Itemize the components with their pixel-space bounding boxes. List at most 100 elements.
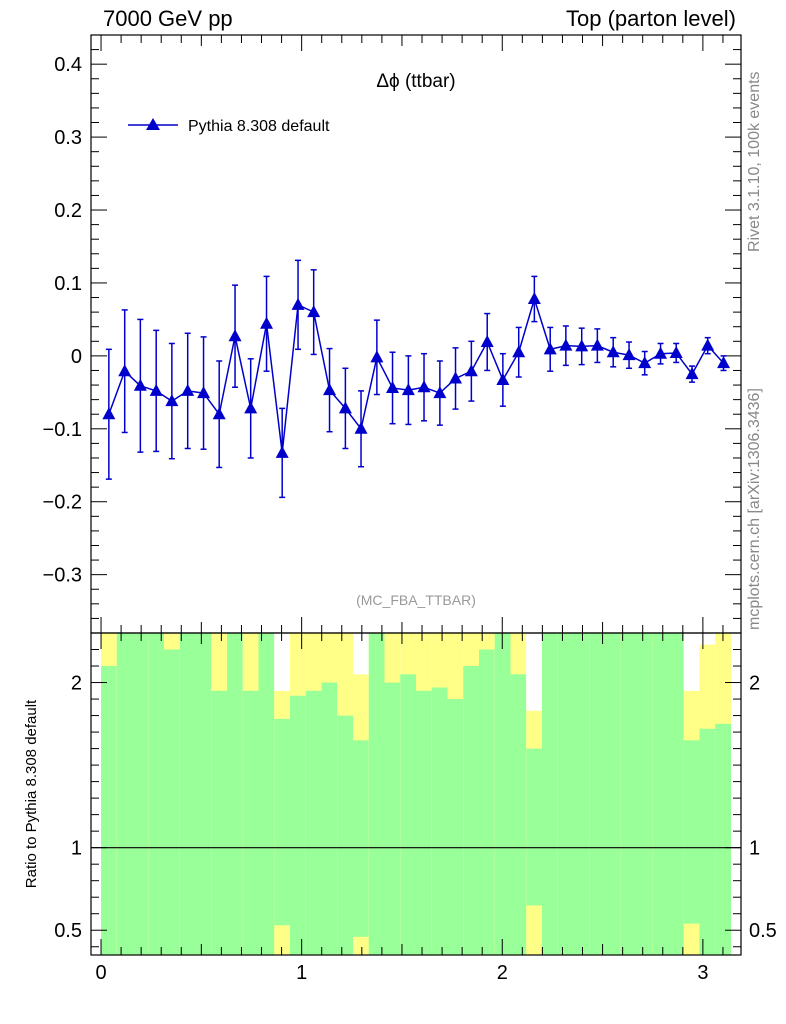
data-point: [590, 338, 604, 351]
ratio-inner-band: [274, 718, 291, 955]
ratio-inner-band: [573, 633, 590, 955]
ratio-gap: [683, 633, 700, 691]
ratio-y-label: Ratio to Pythia 8.308 default: [23, 699, 40, 888]
data-point: [386, 380, 400, 393]
data-point: [149, 383, 163, 396]
ratio-inner-band: [321, 682, 338, 955]
data-point: [165, 394, 179, 407]
data-point: [606, 345, 620, 358]
ratio-inner-band: [179, 633, 196, 955]
ratio-inner-band: [652, 633, 668, 955]
ratio-inner-band: [636, 633, 653, 955]
data-point: [464, 364, 478, 377]
data-point: [181, 383, 195, 396]
ratio-inner-band: [132, 633, 149, 955]
ratio-inner-band: [447, 699, 464, 955]
legend-marker: [146, 118, 160, 130]
data-point: [244, 401, 258, 414]
ratio-inner-band: [494, 633, 511, 955]
x-tick-label: 1: [296, 962, 307, 984]
data-point: [480, 335, 494, 348]
y-tick-label: 0.2: [54, 200, 82, 222]
data-point: [622, 348, 636, 361]
ratio-y-tick-label: 2: [71, 673, 82, 695]
ratio-inner-band: [526, 748, 542, 955]
ratio-gap: [353, 633, 369, 675]
data-point: [102, 407, 116, 420]
data-point: [417, 380, 431, 393]
y-tick-label: 0: [71, 346, 82, 368]
ratio-inner-band: [290, 695, 306, 955]
ratio-inner-band: [195, 633, 212, 955]
data-point: [527, 291, 541, 304]
x-tick-label: 3: [697, 962, 708, 984]
ratio-inner-band: [463, 666, 479, 955]
x-tick-label: 2: [497, 962, 508, 984]
series-line: [108, 296, 725, 453]
y-tick-label: −0.2: [43, 492, 82, 514]
header-left: 7000 GeV pp: [103, 6, 233, 31]
data-point: [228, 329, 242, 342]
ratio-outer-band: [274, 925, 291, 955]
ratio-inner-band: [337, 715, 354, 955]
ratio-inner-band: [478, 649, 495, 955]
ratio-gap: [526, 633, 542, 711]
y-tick-label: 0.3: [54, 127, 82, 149]
data-point: [118, 364, 132, 377]
data-point: [638, 356, 652, 369]
x-tick-label: 0: [95, 962, 106, 984]
ratio-inner-band: [305, 690, 322, 955]
data-point: [559, 338, 573, 351]
ratio-inner-band: [227, 633, 243, 955]
data-point: [197, 386, 211, 399]
y-tick-label: 0.1: [54, 273, 82, 295]
y-tick-label: −0.1: [43, 419, 82, 441]
ratio-inner-band: [699, 728, 716, 955]
ratio-inner-band: [368, 633, 385, 955]
data-point: [717, 356, 731, 369]
ratio-inner-band: [384, 682, 401, 955]
ratio-outer-band: [526, 905, 542, 955]
data-point: [338, 401, 352, 414]
ratio-gap: [699, 633, 716, 645]
chart-title: Δϕ (ttbar): [376, 71, 455, 92]
y-tick-label: −0.3: [43, 565, 82, 587]
data-point: [685, 367, 699, 380]
y-tick-label: 0.4: [54, 54, 82, 76]
data-point: [291, 297, 305, 310]
ratio-inner-band: [589, 633, 605, 955]
data-point: [307, 305, 321, 318]
ratio-y-tick-label: 1: [71, 838, 82, 860]
ratio-frame: [90, 632, 742, 956]
legend-label: Pythia 8.308 default: [188, 118, 330, 135]
data-point: [370, 350, 384, 363]
ratio-y-tick-label-right: 0.5: [749, 920, 777, 942]
ratio-inner-band: [667, 633, 684, 955]
data-point: [543, 342, 557, 355]
ratio-inner-band: [400, 674, 416, 955]
ratio-inner-band: [541, 633, 558, 955]
data-point: [654, 346, 668, 359]
ratio-y-tick-label-right: 2: [749, 673, 760, 695]
ratio-inner-band: [242, 690, 259, 955]
data-point: [212, 407, 226, 420]
ratio-inner-band: [431, 687, 448, 955]
data-point: [275, 445, 289, 458]
ratio-inner-band: [148, 633, 165, 955]
ratio-outer-band: [683, 923, 700, 955]
ratio-inner-band: [116, 633, 133, 955]
data-point: [433, 386, 447, 399]
ratio-inner-band: [604, 633, 621, 955]
header-right: Top (parton level): [566, 6, 736, 31]
ratio-inner-band: [258, 633, 275, 955]
ratio-gap: [274, 633, 291, 691]
data-point: [669, 345, 683, 358]
ratio-inner-band: [211, 690, 228, 955]
ratio-outer-band: [353, 936, 369, 955]
data-point: [401, 383, 415, 396]
data-point: [354, 421, 368, 434]
ratio-y-tick-label-right: 1: [749, 838, 760, 860]
data-point: [260, 316, 274, 329]
ratio-inner-band: [620, 633, 637, 955]
